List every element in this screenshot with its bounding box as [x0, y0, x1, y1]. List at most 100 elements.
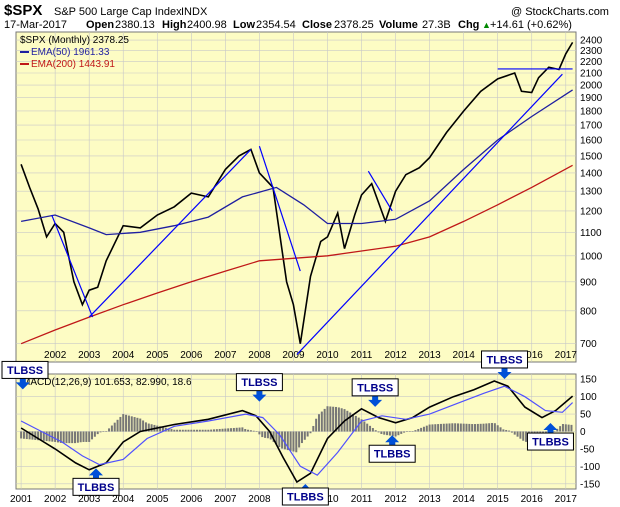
macd-tick-label: 150 [580, 375, 597, 386]
histogram-bar [133, 417, 136, 432]
histogram-bar [556, 428, 559, 432]
histogram-bar [386, 431, 389, 436]
histogram-bar [295, 431, 298, 453]
arrow-down-icon [252, 394, 267, 402]
histogram-bar [45, 431, 48, 442]
histogram-bar [391, 431, 394, 437]
callout-label: TLBBS [532, 437, 569, 449]
histogram-bar [508, 430, 511, 432]
histogram-bar [471, 424, 474, 432]
histogram-bar [170, 429, 173, 432]
price-x-tick-label: 2010 [316, 350, 339, 361]
price-tick-label: 1900 [580, 93, 603, 104]
price-tick-label: 1100 [580, 228, 602, 239]
histogram-bar [201, 429, 204, 432]
histogram-bar [139, 418, 142, 432]
price-tick-label: 1600 [580, 136, 603, 147]
histogram-bar [204, 429, 207, 432]
histogram-bar [479, 423, 482, 432]
callout-tlbss: TLBSS [351, 378, 399, 407]
histogram-bar [59, 431, 62, 443]
histogram-bar [360, 419, 363, 432]
histogram-bar [147, 423, 150, 432]
close-label: Close [302, 19, 332, 31]
histogram-bar [451, 423, 454, 432]
macd-x-tick-label: 2011 [351, 494, 373, 505]
close-value: 2378.25 [334, 19, 374, 31]
histogram-bar [125, 414, 128, 432]
histogram-bar [323, 408, 326, 432]
callout-tlbss: TLBSS [1, 360, 49, 390]
histogram-bar [493, 423, 496, 432]
callout-label: TLBBS [78, 482, 115, 494]
callout-box [281, 487, 329, 506]
histogram-bar [505, 429, 508, 432]
callout-box [368, 444, 416, 463]
symbol-title: $SPX [4, 2, 42, 19]
price-x-tick-label: 2011 [351, 350, 373, 361]
macd-x-tick-label: 2008 [248, 494, 271, 505]
histogram-bar [317, 414, 320, 432]
histogram-bar [247, 429, 250, 432]
price-x-tick-label: 2012 [384, 350, 407, 361]
histogram-bar [71, 431, 74, 444]
histogram-bar [476, 423, 479, 432]
legend-ema200: EMA(200) 1443.91 [31, 59, 115, 70]
histogram-bar [437, 424, 440, 432]
histogram-bar [303, 431, 306, 440]
arrow-up-icon [385, 435, 400, 443]
open-label: Open [86, 19, 114, 31]
high-label: High [162, 19, 187, 31]
price-tick-label: 2100 [580, 68, 603, 79]
price-tick-label: 900 [580, 277, 597, 288]
macd-x-tick-label: 2013 [418, 494, 441, 505]
callout-tlbbs: TLBBS [526, 423, 574, 451]
histogram-bar [564, 424, 567, 432]
histogram-bar [567, 424, 570, 432]
histogram-bar [332, 406, 335, 432]
histogram-bar [176, 429, 179, 432]
price-legend: $SPX (Monthly) 2378.25 EMA(50) 1961.33 E… [20, 35, 129, 70]
histogram-bar [474, 424, 477, 432]
histogram-bar [561, 424, 564, 432]
watermark: @ StockCharts.com [511, 6, 609, 18]
histogram-bar [102, 431, 105, 432]
histogram-bar [414, 430, 417, 432]
macd-tick-label: 50 [580, 410, 592, 421]
histogram-bar [488, 423, 491, 432]
histogram-bar [88, 431, 91, 442]
histogram-bar [337, 407, 340, 432]
histogram-bar [244, 428, 247, 432]
histogram-bar [570, 424, 573, 432]
callout-tlbbs: TLBBS [72, 468, 120, 496]
change-label: Chg [458, 19, 479, 31]
price-x-tick-label: 2016 [521, 350, 544, 361]
histogram-bar [62, 431, 65, 444]
histogram-bar [22, 431, 25, 439]
histogram-bar [82, 431, 85, 442]
histogram-bar [110, 425, 113, 432]
histogram-bar [269, 431, 272, 440]
price-x-tick-label: 2014 [453, 350, 476, 361]
trendline [296, 73, 563, 355]
arrow-down-icon [497, 371, 512, 379]
histogram-bar [352, 414, 355, 432]
price-x-tick-label: 2006 [180, 350, 203, 361]
histogram-bar [315, 418, 318, 432]
histogram-bar [428, 424, 431, 432]
histogram-bar [456, 423, 459, 432]
histogram-bar [224, 428, 227, 432]
price-tick-label: 1700 [580, 121, 603, 132]
histogram-bar [354, 415, 357, 432]
histogram-bar [298, 431, 301, 448]
low-label: Low [233, 19, 255, 31]
macd-x-tick-label: 2017 [555, 494, 578, 505]
histogram-bar [34, 431, 37, 440]
histogram-bar [130, 416, 133, 432]
date-value: 17-Mar-2017 [4, 19, 67, 31]
histogram-bar [559, 426, 562, 432]
histogram-bar [380, 431, 383, 434]
histogram-bar [76, 431, 79, 443]
callout-box [481, 350, 529, 369]
histogram-bar [91, 431, 94, 440]
